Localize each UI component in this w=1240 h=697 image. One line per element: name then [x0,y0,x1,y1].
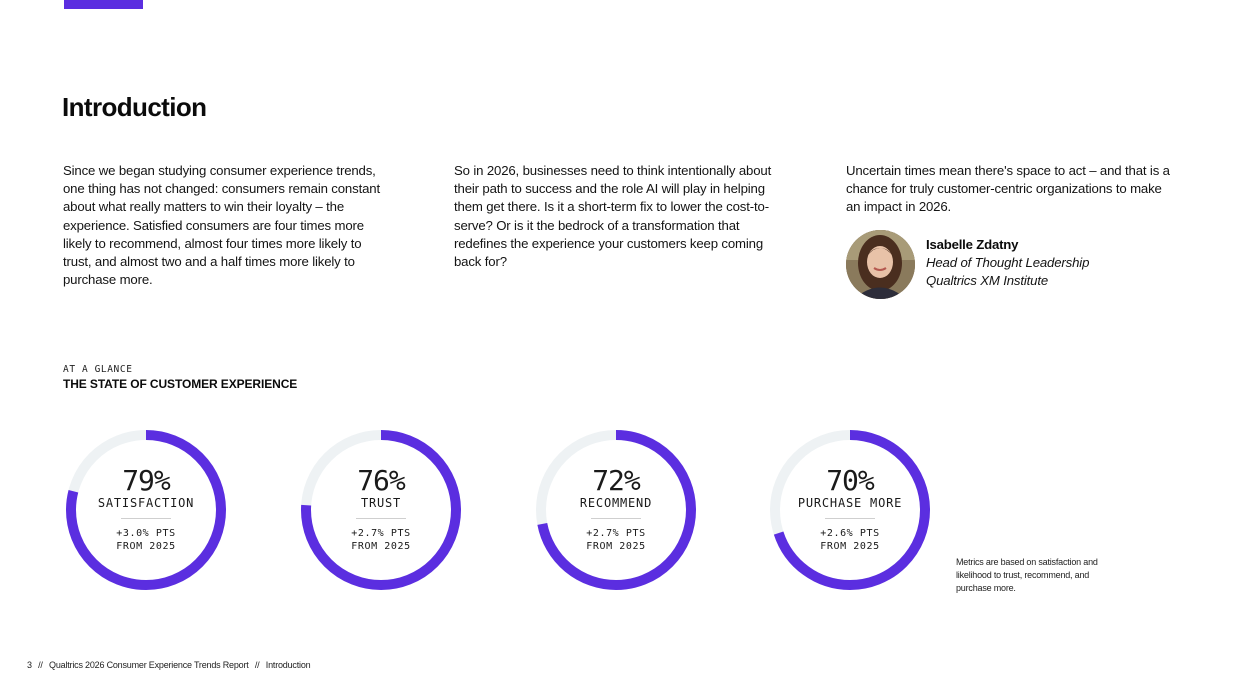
page-title: Introduction [62,92,207,122]
author-card: Isabelle Zdatny Head of Thought Leadersh… [846,230,1206,300]
footer-separator: // [254,660,260,670]
progress-ring-purchase-more [770,430,930,590]
ring-fill [770,430,930,590]
avatar-portrait-icon [846,230,915,299]
metric-percent: 72% [592,464,641,497]
page-number: 3 [27,660,32,670]
ring-fill [536,430,696,590]
glance-title: THE STATE OF CUSTOMER EXPERIENCE [63,377,298,391]
metric-percent: 70% [826,464,875,497]
metric-delta: +2.6% PTS [820,528,880,539]
metric-percent: 76% [357,464,406,497]
top-accent-bar [64,0,143,9]
footer-separator: // [38,660,43,670]
glance-kicker: AT A GLANCE [63,364,133,375]
metric-delta-period: FROM 2025 [586,540,646,552]
intro-paragraph-2: So in 2026, businesses need to think int… [454,163,772,270]
metric-satisfaction: 79% SATISFACTION +3.0% PTS FROM 2025 [64,428,228,592]
metrics-note: Metrics are based on satisfaction and li… [956,557,1098,593]
metric-delta-period: FROM 2025 [116,540,176,552]
avatar [846,230,915,299]
metric-trust: 76% TRUST +2.7% PTS FROM 2025 [299,428,463,592]
metric-delta-period: FROM 2025 [820,540,880,552]
progress-ring-recommend [536,430,696,590]
author-org: Qualtrics XM Institute [926,273,1049,289]
author-role: Head of Thought Leadership [926,255,1090,271]
footer-section: Introduction [265,660,311,670]
metric-recommend: 72% RECOMMEND +2.7% PTS FROM 2025 [534,428,698,592]
intro-paragraph-1: Since we began studying consumer experie… [63,163,380,288]
page-footer: 3 // Qualtrics 2026 Consumer Experience … [27,660,314,670]
ring-fill [66,430,226,590]
metric-divider [825,518,875,519]
metric-percent: 79% [122,464,171,497]
footer-report-title: Qualtrics 2026 Consumer Experience Trend… [49,660,249,670]
metric-purchase-more: 70% PURCHASE MORE +2.6% PTS FROM 2025 [768,428,932,592]
metric-delta-period: FROM 2025 [351,540,411,552]
metric-label: RECOMMEND [579,496,653,510]
metric-label: PURCHASE MORE [797,496,903,510]
metric-label: SATISFACTION [97,496,195,510]
metric-divider [121,518,171,519]
metric-delta: +2.7% PTS [586,528,646,539]
author-name: Isabelle Zdatny [926,237,1019,252]
metric-label: TRUST [360,496,402,510]
metric-delta: +2.7% PTS [351,528,411,539]
progress-ring-satisfaction [66,430,226,590]
ring-fill [301,430,461,590]
metric-divider [591,518,641,519]
metric-divider [356,518,406,519]
progress-ring-trust [301,430,461,590]
intro-paragraph-3: Uncertain times mean there's space to ac… [846,163,1170,215]
metric-delta: +3.0% PTS [116,528,176,539]
